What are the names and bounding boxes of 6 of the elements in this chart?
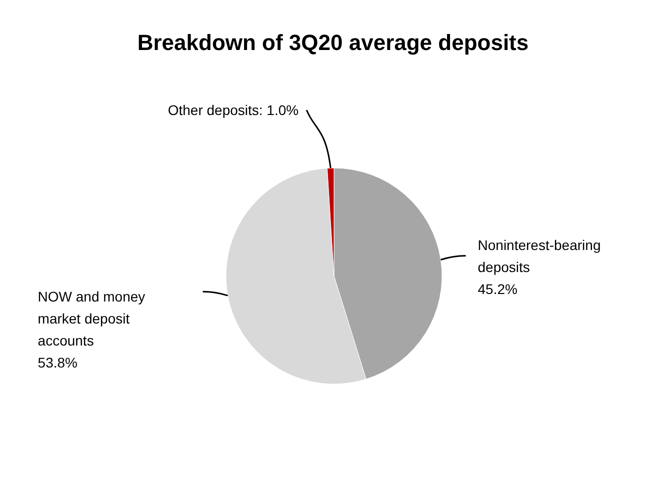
chart-title: Breakdown of 3Q20 average deposits [137, 30, 529, 55]
slice-label: NOW and money market deposit accounts [38, 288, 146, 349]
slice-label: Noninterest-bearing deposits [478, 236, 601, 275]
slice-label: Other deposits: 1.0% [168, 102, 299, 118]
data-label: 53.8% [38, 354, 78, 371]
data-label: 45.2% [478, 280, 518, 297]
